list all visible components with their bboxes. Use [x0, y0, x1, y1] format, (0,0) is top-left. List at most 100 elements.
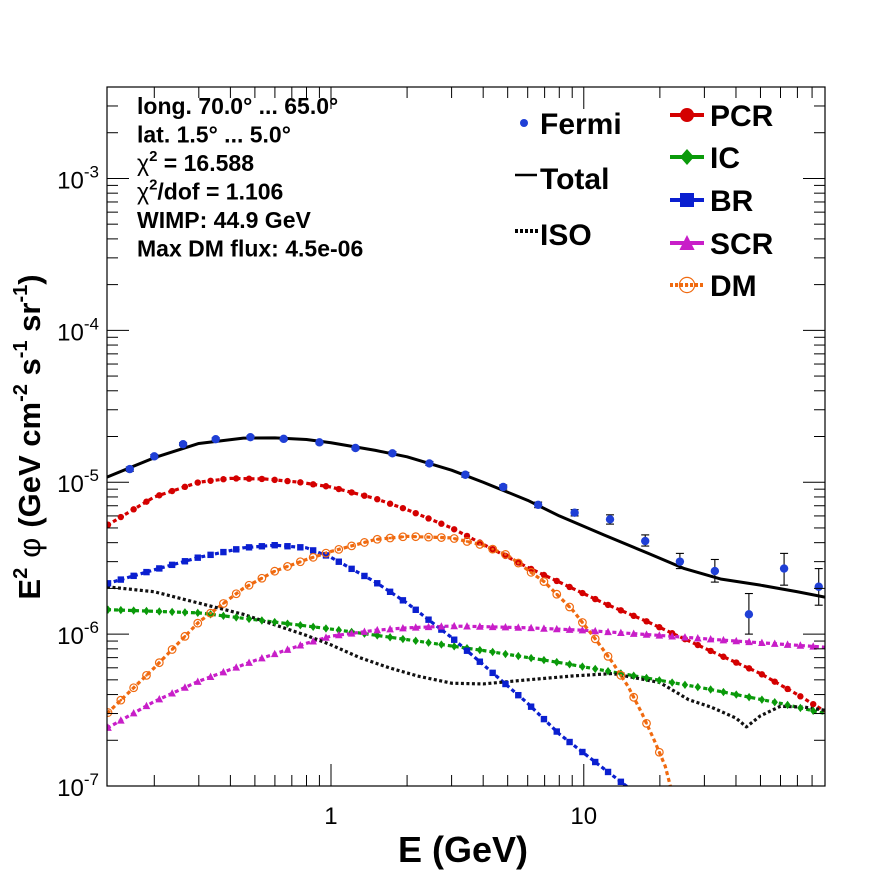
series-dm-marker-ring — [590, 634, 600, 644]
series-dm-marker — [475, 540, 485, 549]
series-scr-marker — [386, 624, 394, 633]
series-dm-marker-dot — [632, 695, 635, 699]
series-dm-marker-dot — [286, 565, 289, 568]
series-pcr-marker — [245, 475, 253, 482]
legend-item-pcr: PCR — [670, 100, 774, 133]
series-dm-marker-ring — [219, 599, 228, 608]
series-br-marker — [463, 647, 471, 654]
series-dm-marker — [154, 658, 164, 668]
series-ic-marker — [694, 682, 701, 692]
series-dm-marker-dot — [619, 674, 623, 677]
series-scr-marker — [193, 677, 202, 685]
series-br-marker — [348, 565, 355, 573]
series-dm-marker-ring — [642, 718, 651, 728]
series-scr-marker — [309, 637, 317, 645]
series-dm-marker-dot — [478, 543, 482, 546]
series-ic-marker — [515, 651, 522, 661]
series-ic-marker — [386, 633, 394, 642]
legend-label-br: BR — [710, 185, 754, 218]
series-br-marker — [450, 636, 458, 643]
series-dm-marker-ring — [501, 550, 510, 559]
series-dm-marker-dot — [337, 548, 341, 551]
series-scr-marker — [399, 623, 407, 632]
info-chi-exponent: 2 — [149, 148, 157, 165]
fermi-point — [246, 432, 255, 442]
series-scr-marker — [322, 633, 330, 641]
legend-label-pcr: PCR — [710, 100, 774, 133]
series-scr-marker — [206, 672, 215, 681]
series-scr-marker — [681, 633, 689, 641]
legend-scr-marker — [679, 235, 695, 250]
series-ic-marker — [156, 607, 163, 616]
series-scr-marker — [604, 627, 612, 636]
series-dm-marker — [462, 537, 472, 546]
fermi-point — [461, 470, 470, 479]
series-dm-marker-ring — [411, 532, 421, 542]
series-pcr-marker — [771, 678, 778, 685]
series-br-marker — [297, 544, 304, 551]
series-dm-marker-ring — [424, 532, 433, 542]
series-scr-marker — [719, 635, 728, 644]
series-dm-marker-dot — [234, 592, 238, 596]
series-scr-marker — [552, 624, 561, 633]
fermi-point — [570, 508, 579, 517]
y-tick-label: 10-6 — [57, 618, 99, 650]
fermi-point — [814, 582, 823, 591]
series-dm-marker-dot — [593, 637, 597, 641]
series-dm-marker-ring — [462, 537, 472, 546]
series-ic-marker — [592, 664, 599, 674]
fermi-point — [388, 449, 397, 458]
y-tick-label: 10-4 — [57, 314, 99, 346]
series-dm-marker-dot — [529, 571, 533, 574]
series-dm-marker — [411, 532, 421, 542]
series-dm-marker-dot — [658, 750, 661, 754]
series-dm-marker — [283, 562, 292, 571]
series-pcr-marker — [399, 504, 407, 512]
series-dm-marker — [116, 695, 126, 705]
series-dm-marker-ring — [475, 540, 485, 549]
series-br-marker — [540, 715, 548, 723]
series-dm-marker-ring — [513, 558, 523, 568]
series-dm-marker-dot — [119, 698, 123, 702]
series-dm-marker — [603, 651, 613, 661]
series-scr-marker — [770, 639, 779, 647]
series-dm-marker — [193, 618, 203, 628]
series-ic-marker — [553, 657, 560, 667]
series-ic-marker — [784, 700, 791, 710]
series-pcr-marker — [617, 607, 625, 614]
series-br-marker — [309, 547, 317, 554]
series-dm-marker — [616, 670, 626, 680]
series-dm-marker — [385, 533, 395, 543]
series-dm-marker-dot — [452, 537, 456, 540]
series-br-marker — [592, 758, 599, 766]
series-ic-marker — [540, 655, 548, 665]
legend-item-br: BR — [670, 185, 754, 218]
series-dm-marker-ring — [308, 552, 318, 562]
series-dm-marker-dot — [414, 535, 418, 538]
legend-label-total: Total — [540, 163, 609, 196]
legend-dm-marker-dot — [685, 283, 689, 287]
series-br-marker — [553, 728, 560, 735]
series-pcr-marker — [784, 685, 791, 693]
series-dm-marker-dot — [299, 560, 302, 564]
series-dm-marker — [526, 567, 536, 577]
series-dm-marker — [552, 589, 562, 599]
series-dm-marker-dot — [401, 535, 405, 539]
series-pcr-marker — [258, 475, 266, 483]
series-ic-marker — [745, 692, 753, 702]
series-ic-marker — [297, 621, 304, 630]
series-ic-marker — [566, 660, 573, 669]
legend-dm-marker-ring — [678, 276, 696, 294]
series-dm-marker-dot — [311, 556, 315, 559]
x-tick-label: 10 — [570, 803, 597, 830]
y-tick-label-exponent: -3 — [84, 162, 99, 181]
series-pcr-marker — [566, 583, 573, 591]
series-dm-marker-dot — [465, 540, 469, 543]
y-axis-label-sym: φ — [12, 538, 47, 558]
series-pcr-marker — [181, 483, 189, 491]
series-pcr-marker — [425, 515, 432, 522]
series-ic-marker — [771, 698, 778, 707]
series-br-marker — [143, 568, 150, 576]
series-br-marker — [284, 543, 291, 550]
